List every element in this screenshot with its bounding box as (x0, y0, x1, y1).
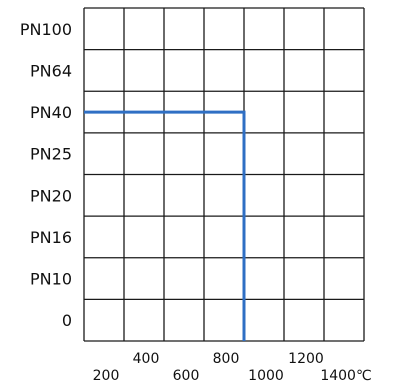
x-tick-label: 800 (213, 351, 240, 367)
y-tick-label: PN25 (30, 145, 72, 164)
series-line (84, 110, 246, 341)
x-tick-label: 1200 (288, 351, 324, 367)
y-tick-label: PN10 (30, 270, 72, 289)
y-tick-label: 0 (62, 311, 72, 330)
y-tick-label: PN20 (30, 186, 72, 205)
chart-series (84, 110, 246, 341)
x-tick-label: 600 (173, 368, 200, 384)
x-tick-label: 400 (133, 351, 160, 367)
x-tick-label: 1400℃ (320, 368, 371, 384)
x-tick-label: 200 (93, 368, 120, 384)
y-tick-label: PN40 (30, 103, 72, 122)
y-tick-label: PN16 (30, 228, 72, 247)
y-tick-label: PN100 (20, 20, 72, 39)
x-tick-label: 1000 (248, 368, 284, 384)
y-tick-labels: 0 PN10 PN16 PN20 PN25 PN40 PN64 PN100 (20, 20, 72, 330)
y-tick-label: PN64 (30, 61, 72, 80)
chart-grid (83, 7, 365, 342)
